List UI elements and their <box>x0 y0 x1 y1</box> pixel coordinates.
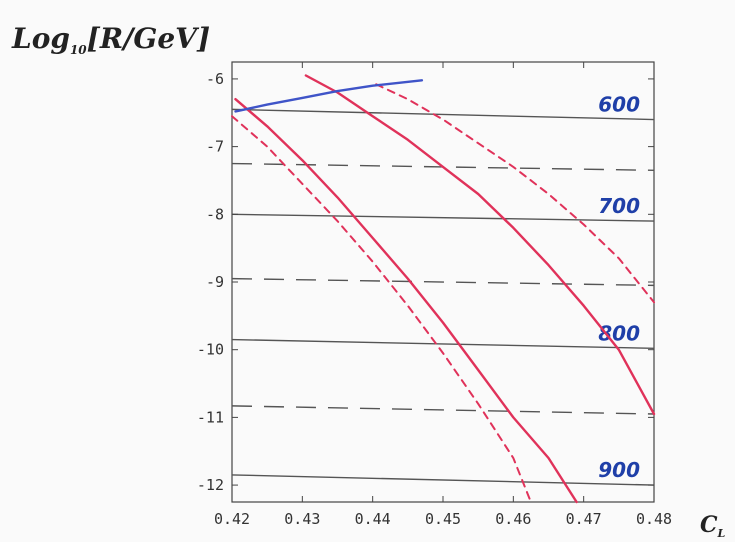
solid-horizontal-line <box>231 338 655 350</box>
x-axis-label: CL <box>700 512 726 540</box>
solid-horizontal-line <box>231 108 655 121</box>
x-tick-label: 0.45 <box>425 510 461 528</box>
x-tick-label: 0.42 <box>214 510 250 528</box>
ticks: 0.42 0.43 0.44 0.45 0.46 0.47 0.48 -6 -7 -8 -9 -10 -… <box>197 62 672 528</box>
contour-label: 900 <box>598 458 640 482</box>
contour-label: 700 <box>598 194 640 218</box>
solid-curve <box>234 79 424 113</box>
x-tick-label: 0.46 <box>495 510 531 528</box>
y-tick-label: -7 <box>206 138 224 156</box>
y-tick-label: -12 <box>197 476 224 494</box>
x-tick-label: 0.43 <box>284 510 320 528</box>
dashed-curve <box>231 115 532 503</box>
y-tick-label: -10 <box>197 341 224 359</box>
x-tick-label: 0.48 <box>636 510 672 528</box>
y-tick-label: -8 <box>206 205 224 223</box>
solid-curve <box>234 98 578 504</box>
x-tick-label: 0.44 <box>355 510 391 528</box>
curves <box>231 74 656 504</box>
solid-horizontal-line <box>231 213 655 222</box>
y-tick-label: -11 <box>197 408 224 426</box>
dashed-curve <box>375 83 655 304</box>
y-tick-label: -9 <box>206 273 224 291</box>
contour-label: 600 <box>598 93 640 117</box>
y-tick-label: -6 <box>206 70 224 88</box>
y-axis-label: Log10[R/GeV] <box>11 22 210 57</box>
solid-horizontal-line <box>231 474 655 486</box>
x-tick-label: 0.47 <box>566 510 602 528</box>
dashed-horizontal-line <box>231 405 655 415</box>
solid-curve <box>304 74 656 416</box>
dashed-horizontal-line <box>231 277 655 287</box>
